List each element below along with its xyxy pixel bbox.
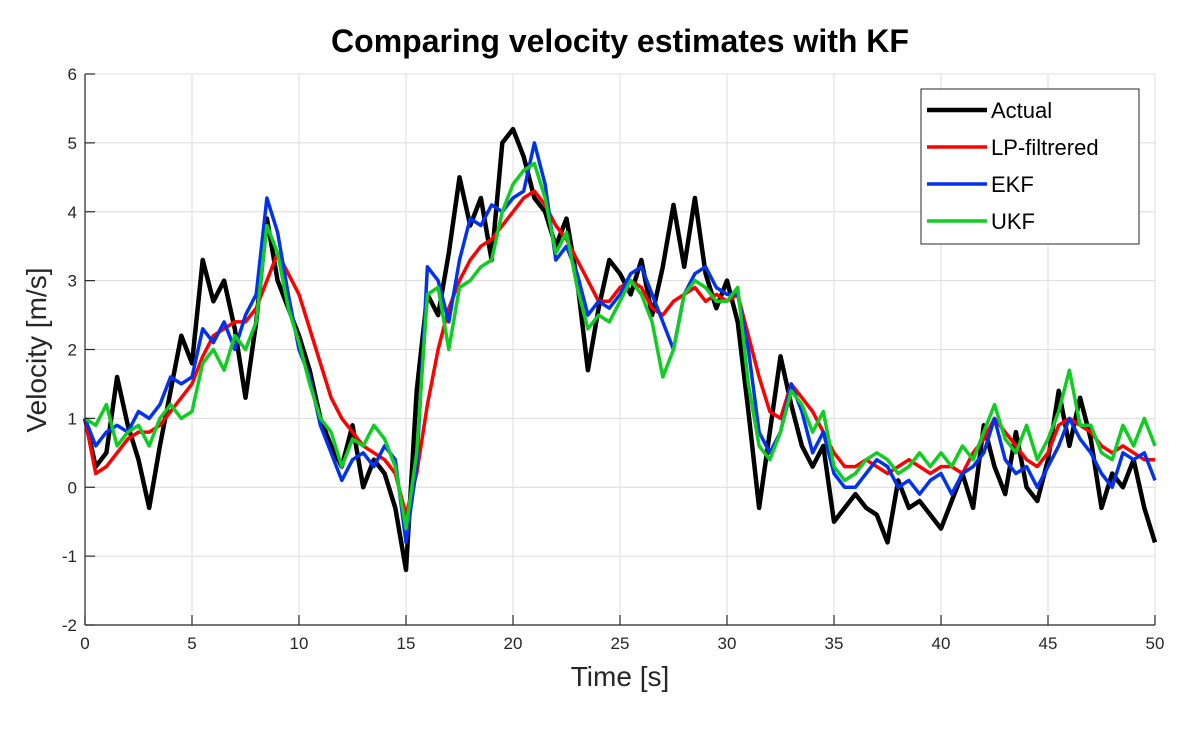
x-tick-label: 20 [504, 634, 523, 653]
y-tick-label: -1 [62, 547, 77, 566]
x-tick-label: 40 [932, 634, 951, 653]
x-tick-label: 5 [187, 634, 196, 653]
series-line-ukf [84, 161, 1157, 531]
y-tick-label: 1 [68, 409, 77, 428]
x-tick-label: 0 [80, 634, 89, 653]
legend-label: Actual [991, 98, 1052, 123]
legend-label: UKF [991, 209, 1035, 234]
y-tick-label: 2 [68, 341, 77, 360]
series-layer [82, 126, 1158, 573]
axes [84, 73, 1156, 626]
x-tick-label: 10 [290, 634, 309, 653]
y-tick-label: 5 [68, 134, 77, 153]
x-tick-label: 15 [397, 634, 416, 653]
legend-label: EKF [991, 172, 1034, 197]
y-tick-label: 3 [68, 272, 77, 291]
y-tick-label: -2 [62, 616, 77, 635]
legend-label: LP-filtrered [991, 135, 1099, 160]
legend: Actual LP-filtrered EKF UKF [920, 88, 1140, 245]
y-axis-label: Velocity [m/s] [21, 268, 52, 433]
x-tick-label: 50 [1146, 634, 1165, 653]
x-tick-label: 45 [1039, 634, 1058, 653]
x-tick-label: 35 [825, 634, 844, 653]
x-tick-labels: 0 5 10 15 20 25 30 35 40 45 50 [80, 634, 1164, 653]
x-axis-label: Time [s] [571, 661, 670, 692]
x-tick-label: 30 [718, 634, 737, 653]
x-tick-label: 25 [611, 634, 630, 653]
y-tick-labels: -2 -1 0 1 2 3 4 5 6 [62, 65, 77, 635]
series-line-ekf [83, 141, 1157, 545]
y-tick-label: 4 [68, 203, 77, 222]
y-tick-label: 0 [68, 478, 77, 497]
y-tick-label: 6 [68, 65, 77, 84]
legend-box [920, 88, 1140, 245]
chart-title: Comparing velocity estimates with KF [331, 23, 909, 59]
